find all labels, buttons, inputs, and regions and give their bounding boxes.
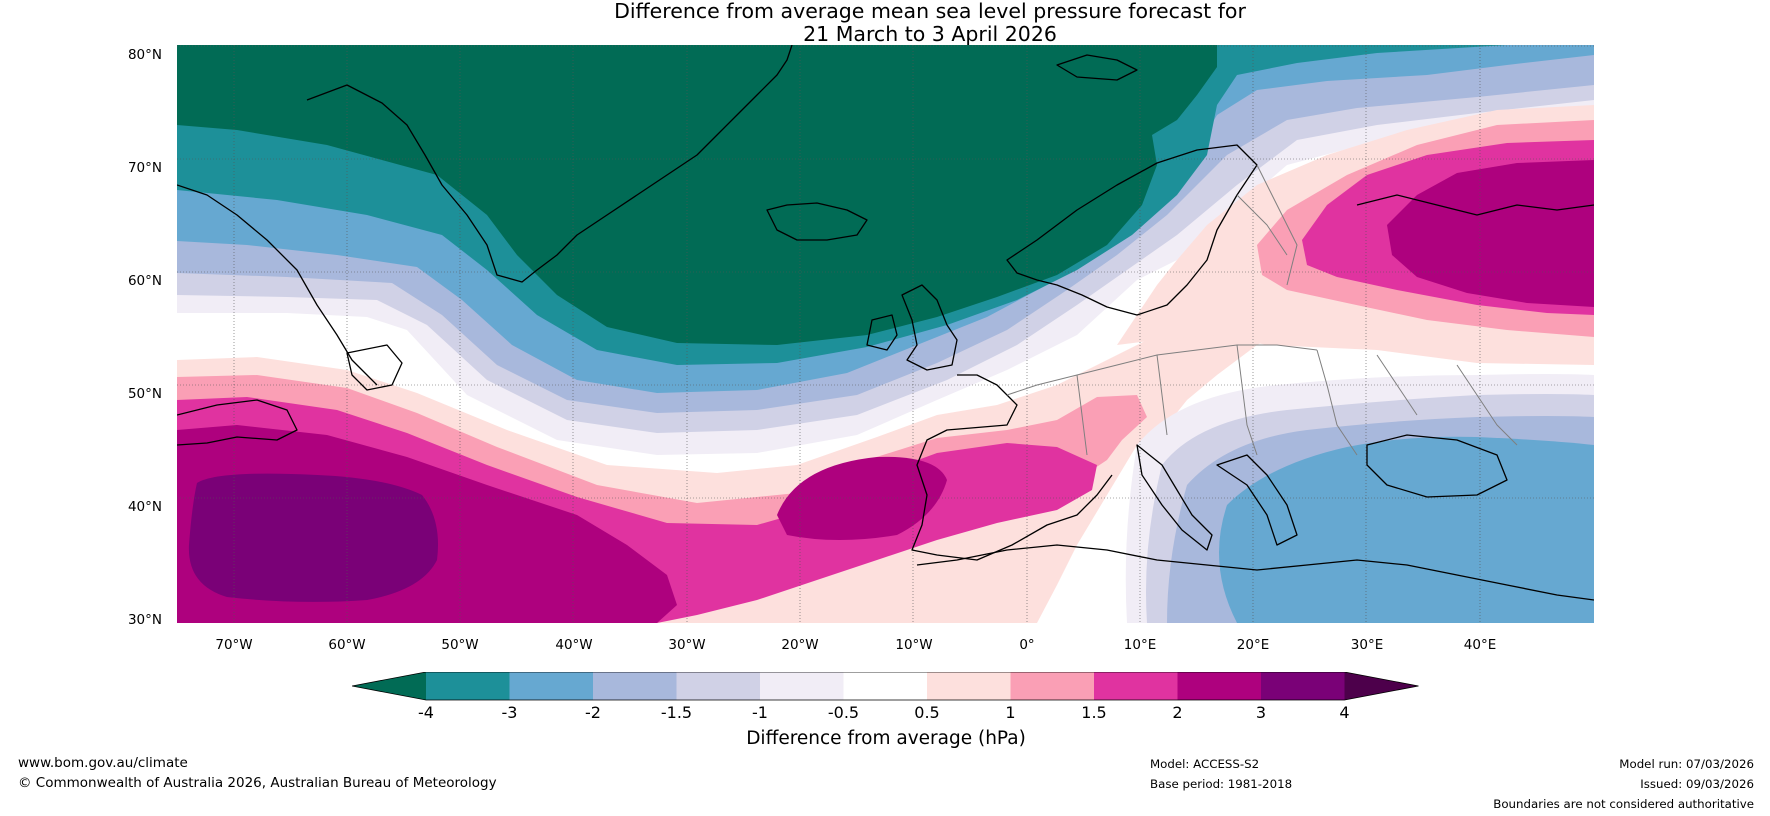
colorbar-tick-label: 1.5 — [1081, 703, 1107, 722]
lat-label-60n: 60°N — [127, 273, 162, 289]
canada-south-coast — [177, 399, 298, 446]
colorbar-segment — [509, 672, 594, 700]
colorbar-tick-label: -3 — [501, 703, 518, 722]
colorbar-segment — [676, 672, 761, 700]
colorbar-segment — [593, 672, 677, 700]
lon-label-40e: 40°E — [1463, 637, 1497, 653]
colorbar-segment — [843, 672, 928, 700]
colorbar-extend-max — [1344, 672, 1419, 700]
colorbar-segment — [426, 672, 510, 700]
ireland-coast — [866, 314, 898, 351]
anomaly-band-pos-3 — [188, 473, 438, 602]
colorbar-tick-label: -0.5 — [827, 703, 860, 722]
coastlines — [177, 45, 1594, 601]
black-sea-coast — [1366, 434, 1508, 498]
lat-label-80n: 80°N — [127, 47, 162, 63]
anomaly-band-pos-2-iberia — [777, 456, 947, 540]
chart-title: Difference from average mean sea level p… — [0, 0, 1770, 46]
graticule — [177, 45, 1594, 623]
lat-label-30n: 30°N — [127, 612, 162, 628]
lon-label-10w: 10°W — [895, 637, 933, 653]
lat-label-70n: 70°N — [127, 160, 162, 176]
title-line-2: 21 March to 3 April 2026 — [803, 22, 1057, 46]
lon-label-0: 0° — [1019, 637, 1035, 653]
russia-arctic-coast — [1356, 194, 1594, 216]
colorbar-segment — [1094, 672, 1178, 700]
colorbar-segment — [760, 672, 844, 700]
colorbar-segment — [1261, 672, 1345, 700]
website-link[interactable]: www.bom.gov.au/climate — [18, 755, 188, 771]
newfoundland-coast — [346, 344, 403, 391]
scandinavia-coast — [1006, 144, 1258, 316]
lon-label-20e: 20°E — [1236, 637, 1270, 653]
boundaries-note: Boundaries are not considered authoritat… — [1493, 797, 1754, 811]
lon-label-40w: 40°W — [555, 637, 593, 653]
balkan-coast — [1216, 454, 1298, 546]
colorbar-tick-label: 4 — [1339, 703, 1350, 722]
country-borders — [1006, 164, 1518, 456]
title-line-1: Difference from average mean sea level p… — [614, 0, 1246, 23]
anomaly-band-neg-4 — [177, 45, 1217, 345]
colorbar-segment — [1177, 672, 1262, 700]
colorbar-tick-label: 2 — [1172, 703, 1183, 722]
colorbar-segment — [927, 672, 1011, 700]
copyright-text: © Commonwealth of Australia 2026, Austra… — [18, 775, 497, 791]
britain-coast — [901, 284, 958, 371]
colorbar-outline — [351, 671, 1419, 701]
colorbar-tick-label: -1 — [752, 703, 768, 722]
colorbar-tick-label: -2 — [585, 703, 601, 722]
greenland-coast — [306, 45, 793, 283]
lon-label-10e: 10°E — [1123, 637, 1157, 653]
colorbar-segment — [1010, 672, 1095, 700]
lon-label-30e: 30°E — [1350, 637, 1384, 653]
issued-date: Issued: 09/03/2026 — [1640, 777, 1754, 791]
colorbar — [351, 671, 1422, 708]
lon-label-30w: 30°W — [668, 637, 706, 653]
colorbar-title: Difference from average (hPa) — [746, 728, 1026, 749]
europe-atlantic-coast — [911, 374, 1113, 561]
lon-label-50w: 50°W — [441, 637, 479, 653]
lon-label-70w: 70°W — [215, 637, 253, 653]
iceland-coast — [766, 202, 868, 241]
lon-label-20w: 20°W — [781, 637, 819, 653]
model-name: Model: ACCESS-S2 — [1150, 757, 1260, 771]
base-period: Base period: 1981-2018 — [1150, 777, 1293, 791]
labrador-coast — [177, 184, 378, 386]
lat-label-50n: 50°N — [127, 386, 162, 402]
colorbar-tick-label: 0.5 — [914, 703, 940, 722]
lat-label-40n: 40°N — [127, 499, 162, 515]
lon-label-60w: 60°W — [328, 637, 366, 653]
colorbar-segments — [351, 671, 1419, 701]
colorbar-extend-min — [352, 672, 426, 700]
colorbar-tick-label: 1 — [1005, 703, 1016, 722]
colorbar-tick-label: -1.5 — [660, 703, 693, 722]
pressure-anomaly-map — [177, 45, 1594, 623]
italy-coast — [1136, 444, 1213, 551]
svalbard-coast — [1056, 54, 1138, 81]
model-run-date: Model run: 07/03/2026 — [1619, 757, 1754, 771]
anomaly-band-pos-ne-2 — [1387, 160, 1594, 307]
north-africa-coast — [916, 544, 1594, 601]
colorbar-tick-label: -4 — [418, 703, 434, 722]
colorbar-tick-label: 3 — [1255, 703, 1267, 722]
